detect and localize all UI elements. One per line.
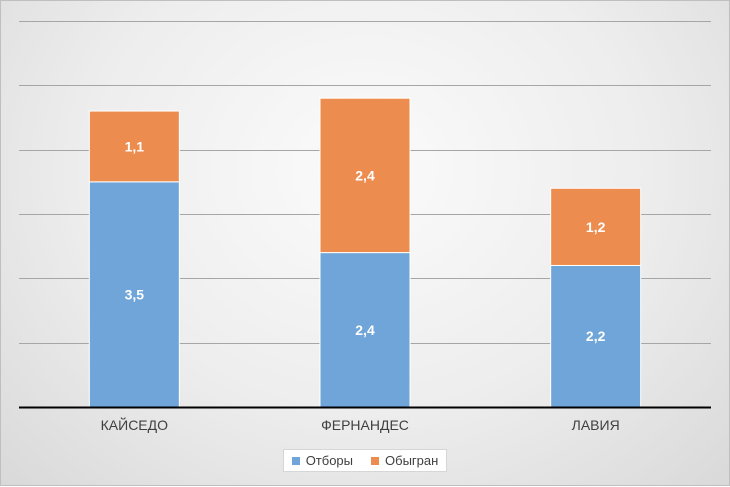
- data-label: 2,2: [586, 328, 606, 344]
- bar-segment: [319, 252, 411, 408]
- data-label: 1,2: [586, 219, 606, 235]
- bar-segment: [88, 110, 180, 183]
- legend-entry-obygran: Обыгран: [371, 453, 438, 468]
- legend-label-obygran: Обыгран: [385, 453, 439, 468]
- data-label: 2,4: [355, 167, 375, 183]
- legend: Отборы Обыгран: [1, 449, 729, 472]
- x-tick-label: ЛАВИЯ: [572, 417, 620, 433]
- legend-box: Отборы Обыгран: [282, 449, 448, 472]
- bar-segment: [550, 264, 642, 408]
- legend-label-otbory: Отборы: [305, 453, 354, 468]
- x-tick-label: КАЙСЕДО: [101, 416, 168, 433]
- data-label: 2,4: [355, 322, 375, 338]
- legend-swatch-obygran: [371, 456, 380, 465]
- x-tick-label: ФЕРНАНДЕС: [321, 417, 409, 433]
- data-label: 3,5: [125, 286, 145, 302]
- bar-segment: [319, 97, 411, 254]
- bar-segment: [550, 187, 642, 266]
- legend-entry-otbory: Отборы: [291, 453, 354, 468]
- data-label: 1,1: [125, 138, 145, 154]
- legend-swatch-otbory: [291, 456, 300, 465]
